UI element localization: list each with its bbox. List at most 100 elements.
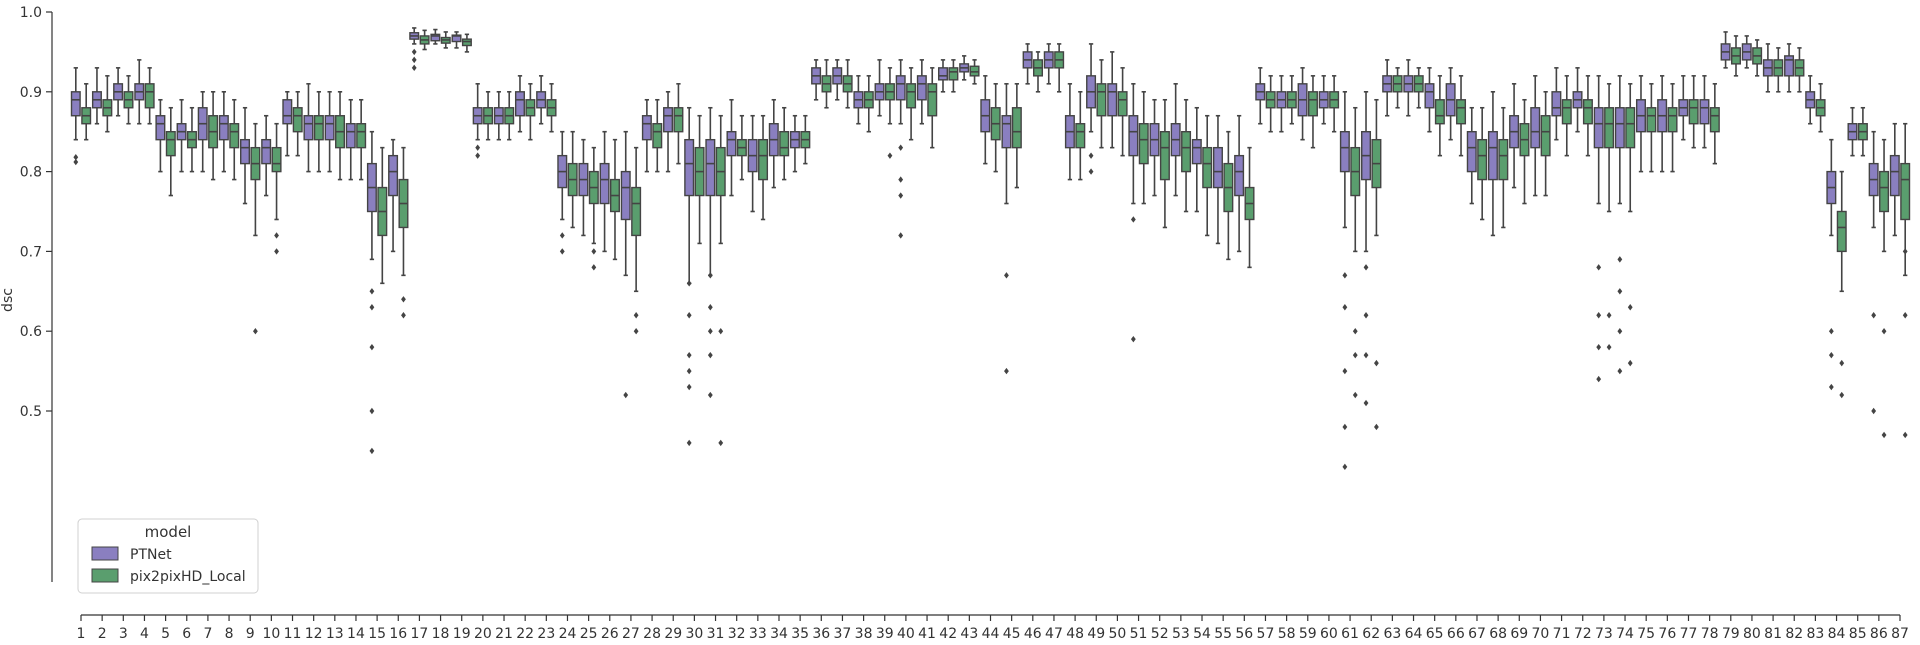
x-tick-label-79: 79 (1722, 626, 1740, 642)
iqr-box (663, 107, 674, 133)
box-1-16 (398, 146, 409, 319)
iqr-box (1889, 154, 1900, 197)
iqr-box (1614, 107, 1625, 149)
box-1-51 (1138, 91, 1149, 205)
outlier-point (1606, 343, 1612, 351)
iqr-box (641, 115, 652, 141)
outlier-point (1902, 431, 1908, 439)
x-tick-label-20: 20 (474, 626, 492, 642)
x-ticks: 1 2 3 4 5 6 7 8 9 10 11 12 13 14 15 16 17 18 19 20 21 22 23 24 2… (77, 615, 1909, 642)
x-tick-label-31: 31 (707, 626, 725, 642)
x-tick-label-47: 47 (1045, 626, 1063, 642)
outlier-point (1130, 335, 1136, 343)
box-1-28 (652, 98, 663, 173)
outlier-point (369, 407, 375, 415)
x-tick-label-10: 10 (262, 626, 280, 642)
iqr-box (356, 123, 367, 149)
outlier-point (1871, 407, 1877, 415)
box-1-81 (1773, 47, 1784, 93)
box-0-31 (705, 106, 716, 399)
x-tick-label-42: 42 (939, 626, 957, 642)
iqr-box (1667, 107, 1678, 133)
iqr-box (1424, 83, 1435, 109)
outlier-point (623, 391, 629, 399)
box-0-41 (916, 59, 927, 125)
x-tick-label-86: 86 (1870, 626, 1888, 642)
box-0-33 (747, 114, 758, 213)
outlier-point (686, 383, 692, 391)
x-tick-label-17: 17 (411, 626, 429, 642)
outlier-point (1342, 423, 1348, 431)
x-tick-label-18: 18 (432, 626, 450, 642)
outlier-point (1596, 375, 1602, 383)
x-tick-label-77: 77 (1680, 626, 1698, 642)
x-tick-label-49: 49 (1087, 626, 1105, 642)
x-tick-label-11: 11 (284, 626, 302, 642)
outlier-point (1881, 431, 1887, 439)
box-0-2 (91, 67, 102, 125)
box-0-46 (1022, 43, 1033, 85)
box-0-48 (1064, 83, 1075, 181)
box-1-68 (1498, 106, 1509, 229)
box-0-87 (1889, 122, 1900, 237)
outlier-point (707, 304, 713, 311)
x-tick-label-12: 12 (305, 626, 323, 642)
outlier-point (274, 248, 279, 255)
iqr-box (1011, 107, 1022, 149)
box-1-79 (1730, 35, 1741, 77)
iqr-box (906, 83, 917, 109)
box-0-10 (261, 114, 272, 197)
box-0-76 (1657, 75, 1668, 173)
x-tick-label-46: 46 (1024, 626, 1042, 642)
box-1-44 (990, 83, 1001, 173)
outlier-point (1828, 383, 1834, 391)
iqr-box (70, 91, 81, 117)
x-tick-label-19: 19 (453, 626, 471, 642)
iqr-box (1234, 154, 1245, 197)
box-1-11 (292, 91, 303, 157)
box-1-45 (1011, 83, 1022, 189)
box-1-36 (821, 59, 832, 109)
outlier-point (1871, 312, 1877, 319)
box-0-47 (1043, 43, 1054, 85)
outlier-point (1839, 391, 1845, 399)
outlier-point (411, 64, 417, 72)
iqr-box (1709, 107, 1720, 133)
box-1-20 (483, 91, 494, 141)
box-0-78 (1699, 75, 1710, 149)
iqr-box (345, 123, 356, 149)
x-tick-label-22: 22 (516, 626, 534, 642)
outlier-point (369, 447, 375, 455)
outlier-point (686, 367, 692, 375)
legend-label-pix2pixhd-local: pix2pixHD_Local (130, 569, 246, 585)
iqr-box (1339, 130, 1350, 173)
box-0-86 (1868, 130, 1879, 415)
outlier-point (73, 158, 79, 166)
iqr-box (916, 75, 927, 101)
iqr-box (303, 115, 314, 141)
box-0-53 (1170, 83, 1181, 197)
box-0-34 (768, 98, 779, 189)
box-1-22 (525, 83, 536, 141)
box-0-28 (641, 98, 652, 173)
box-0-83 (1805, 75, 1816, 125)
box-0-59 (1297, 67, 1308, 141)
box-0-50 (1107, 51, 1118, 149)
iqr-box (1561, 99, 1572, 125)
y-axis-label: dsc (0, 288, 16, 312)
iqr-box (1128, 115, 1139, 157)
box-0-75 (1635, 75, 1646, 173)
y-tick-label-0.9: 0.9 (20, 85, 42, 101)
iqr-box (1593, 107, 1604, 149)
box-0-38 (853, 75, 864, 125)
x-tick-label-69: 69 (1510, 626, 1528, 642)
box-0-18 (430, 28, 441, 45)
iqr-box (261, 138, 272, 165)
box-0-24 (557, 130, 568, 255)
iqr-box (1604, 107, 1615, 149)
outlier-point (1342, 272, 1348, 279)
box-1-14 (356, 98, 367, 181)
box-0-30 (684, 106, 695, 447)
iqr-box (758, 138, 769, 181)
